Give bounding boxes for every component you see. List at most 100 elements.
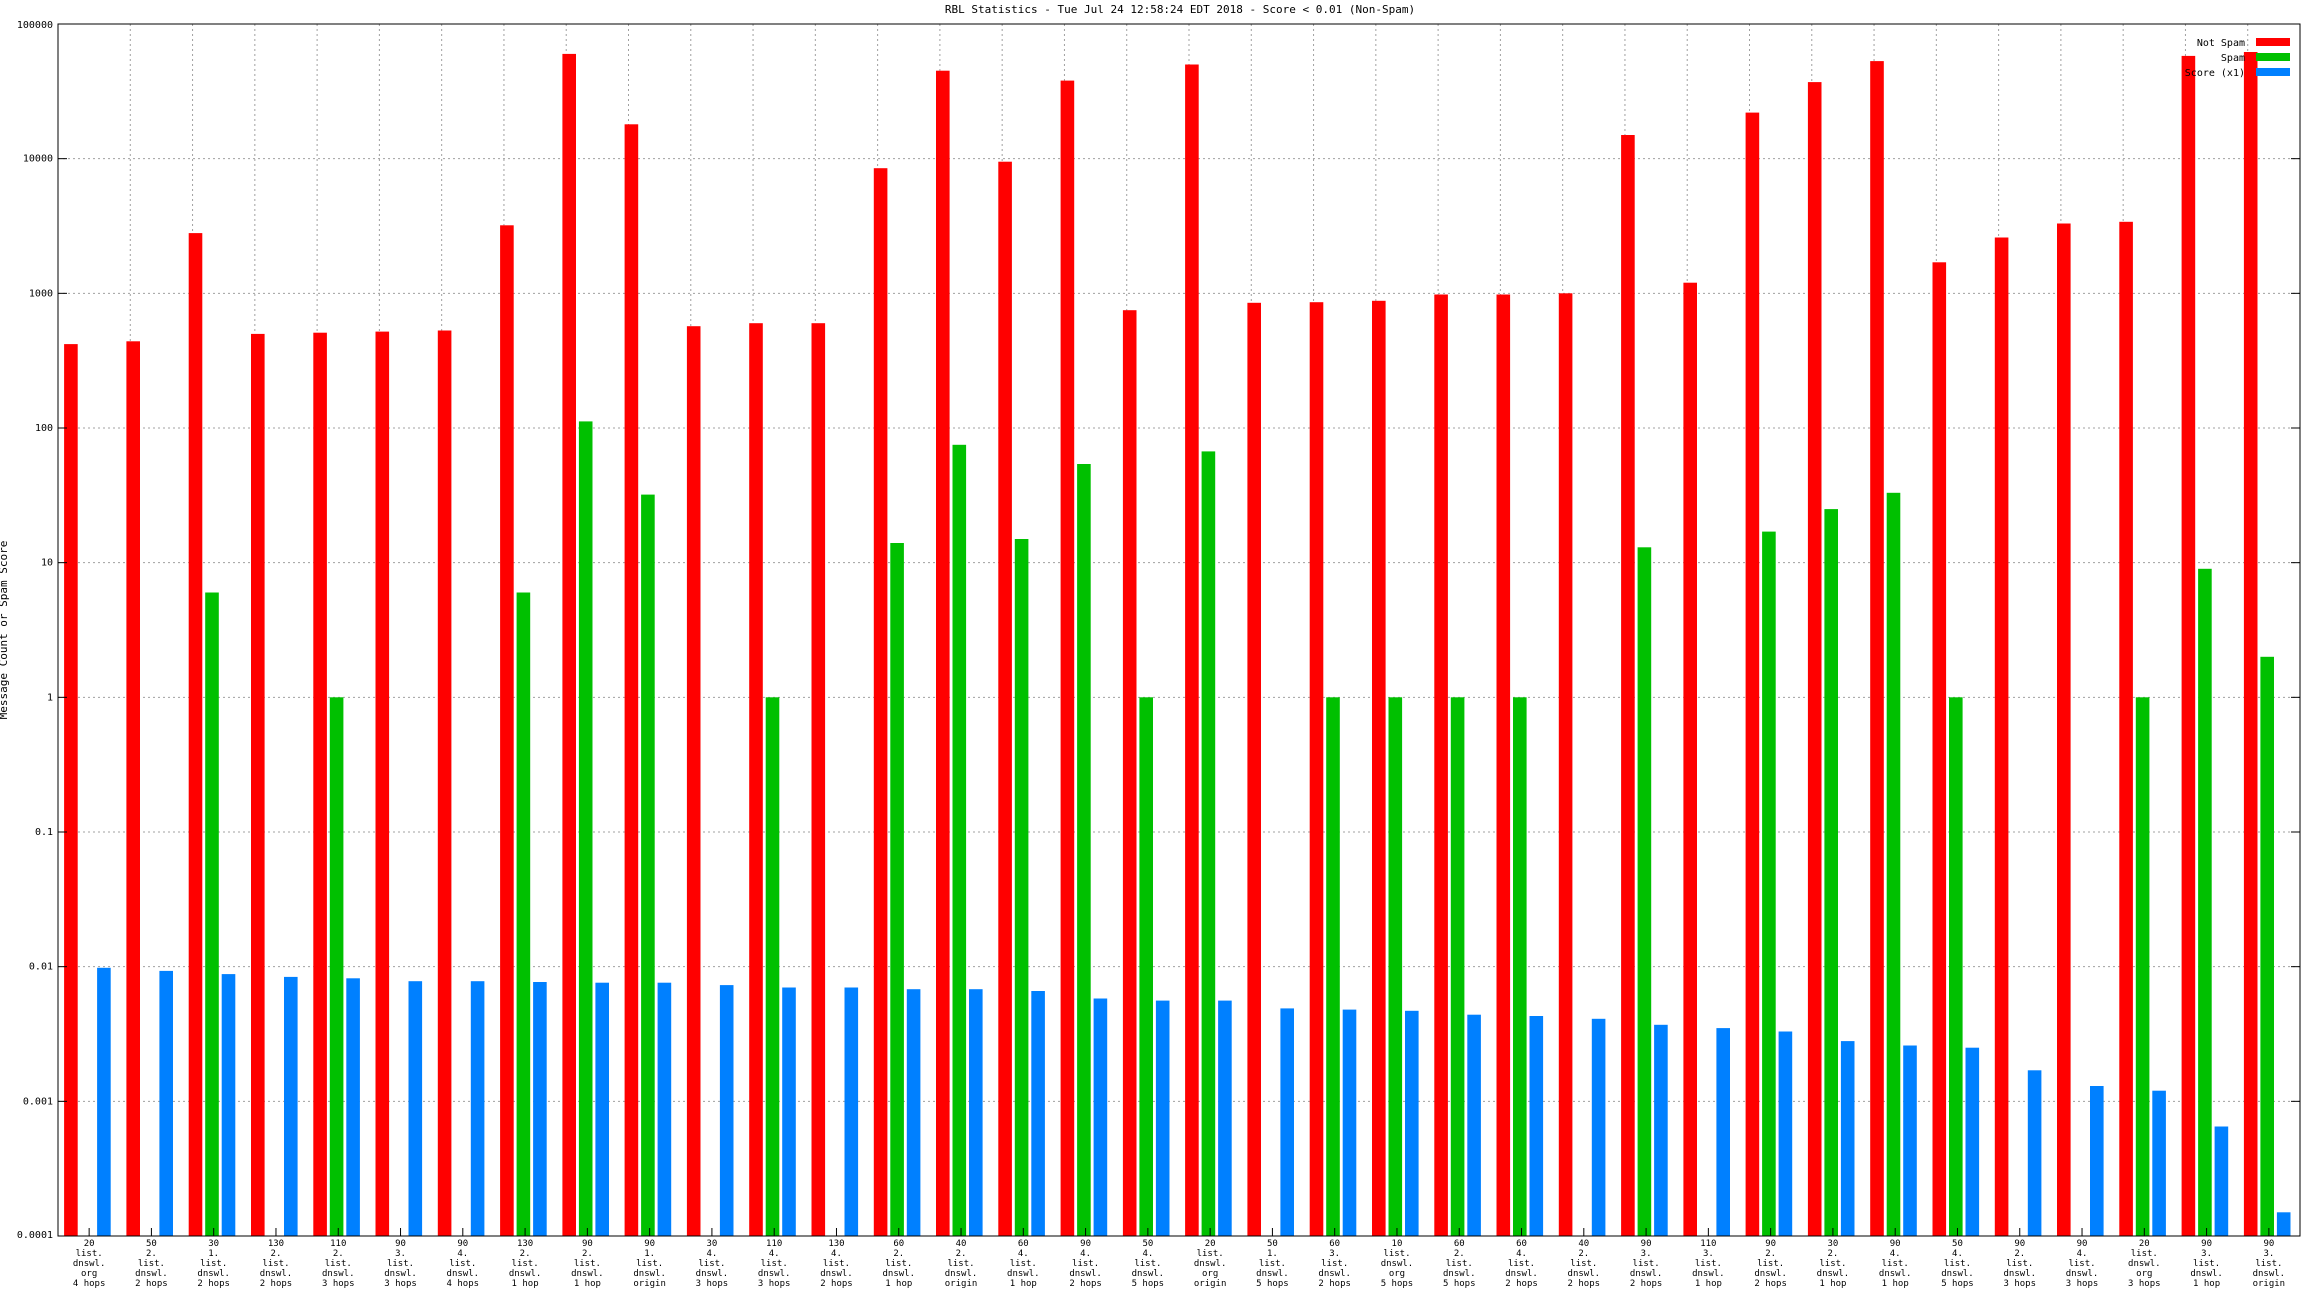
x-tick-label-line: list. bbox=[1819, 1259, 1846, 1269]
y-tick-label: 10 bbox=[41, 558, 53, 569]
bar-not-spam bbox=[873, 168, 888, 1237]
x-tick-label-line: 4. bbox=[2077, 1249, 2088, 1259]
x-tick-label-line: 2. bbox=[893, 1249, 904, 1259]
bar-score-x1 bbox=[284, 976, 298, 1236]
x-tick-label-line: 130 bbox=[517, 1239, 533, 1249]
plot-frame bbox=[57, 23, 2301, 1237]
bar-spam bbox=[890, 543, 904, 1236]
bar-score-x1 bbox=[97, 967, 111, 1236]
bar-score-x1 bbox=[221, 974, 236, 1236]
bar-not-spam bbox=[998, 161, 1012, 1237]
x-tick-label-line: 2 hops bbox=[1754, 1279, 1787, 1289]
x-tick-label-line: 2 hops bbox=[820, 1279, 853, 1289]
x-tick-label-line: 3 hops bbox=[2003, 1279, 2036, 1289]
x-tick-label-line: list. bbox=[262, 1259, 289, 1269]
x-tick-label-line: 4 hops bbox=[447, 1279, 480, 1289]
x-tick-label-line: dnswl. bbox=[882, 1269, 915, 1279]
x-tick-label-line: 2. bbox=[520, 1249, 531, 1259]
bar-spam bbox=[765, 697, 780, 1236]
x-tick-label-line: 2. bbox=[1454, 1249, 1465, 1259]
x-tick-label-line: list. bbox=[698, 1259, 725, 1269]
x-tick-label-line: 2. bbox=[333, 1249, 344, 1259]
bar-not-spam bbox=[2057, 223, 2071, 1236]
bar-score-x1 bbox=[969, 989, 983, 1236]
bar-score-x1 bbox=[719, 985, 734, 1236]
x-tick-label-line: 3. bbox=[2201, 1249, 2212, 1259]
x-tick-label-line: list. bbox=[1446, 1259, 1473, 1269]
bar-spam bbox=[2135, 697, 2150, 1236]
x-tick-label-line: list. bbox=[1695, 1259, 1722, 1269]
bar-score-x1 bbox=[408, 981, 423, 1236]
x-tick-label: 110 2. list. dnswl. 3 hops bbox=[322, 1239, 355, 1289]
bar-score-x1 bbox=[1218, 1000, 1232, 1236]
x-tick-label: 40 2. list. dnswl. origin bbox=[945, 1239, 978, 1289]
x-tick-label-line: 1 hop bbox=[574, 1279, 601, 1289]
bar-not-spam bbox=[1060, 80, 1075, 1237]
x-tick-label-line: 110 bbox=[766, 1239, 782, 1249]
y-tick-label: 100 bbox=[35, 423, 53, 434]
x-tick-label: 90 3. list. dnswl. 1 hop bbox=[2190, 1239, 2223, 1289]
x-tick-label-line: dnswl. bbox=[197, 1269, 230, 1279]
x-tick-label-line: 2. bbox=[956, 1249, 967, 1259]
x-tick-label-line: 50 bbox=[146, 1239, 157, 1249]
x-tick-label-line: origin bbox=[1194, 1279, 1227, 1289]
x-tick-label-line: dnswl. bbox=[1069, 1269, 1102, 1279]
x-tick-label-line: list. bbox=[1633, 1259, 1660, 1269]
bar-not-spam bbox=[624, 124, 639, 1236]
bar-spam bbox=[1450, 697, 1465, 1236]
bar-score-x1 bbox=[782, 987, 796, 1236]
x-tick-label: 30 4. list. dnswl. 3 hops bbox=[696, 1239, 729, 1289]
bar-spam bbox=[578, 421, 593, 1236]
bar-not-spam bbox=[2119, 221, 2133, 1237]
x-tick-label-line: 1 hop bbox=[1695, 1279, 1722, 1289]
x-tick-label-line: 1 hop bbox=[885, 1279, 912, 1289]
x-tick-label-line: list. bbox=[574, 1259, 601, 1269]
x-tick-label-line: 1 hop bbox=[1882, 1279, 1909, 1289]
x-tick-label: 130 2. list. dnswl. 2 hops bbox=[260, 1239, 293, 1289]
bar-spam bbox=[1513, 697, 1527, 1236]
x-tick-label-line: dnswl. bbox=[1879, 1269, 1912, 1279]
x-tick-label-line: list. bbox=[1259, 1259, 1286, 1269]
x-tick-label-line: dnswl. bbox=[1381, 1259, 1414, 1269]
bar-score-x1 bbox=[2276, 1212, 2291, 1236]
bar-score-x1 bbox=[657, 982, 672, 1236]
x-tick-label-line: 40 bbox=[1578, 1239, 1589, 1249]
x-tick-label-line: origin bbox=[945, 1279, 978, 1289]
x-tick-label-line: list. bbox=[1072, 1259, 1099, 1269]
bar-not-spam bbox=[1309, 302, 1324, 1236]
bar-not-spam bbox=[437, 330, 452, 1236]
x-tick-label-line: list. bbox=[2131, 1249, 2158, 1259]
x-tick-label-line: 60 bbox=[1454, 1239, 1465, 1249]
x-tick-label-line: dnswl. bbox=[696, 1269, 729, 1279]
x-tick-label-line: list. bbox=[2255, 1259, 2282, 1269]
bar-score-x1 bbox=[346, 978, 360, 1236]
bar-not-spam bbox=[1185, 64, 1199, 1236]
x-tick-label-line: 90 bbox=[457, 1239, 468, 1249]
x-tick-label-line: 3. bbox=[1703, 1249, 1714, 1259]
bar-score-x1 bbox=[470, 981, 485, 1236]
x-tick-label-line: dnswl. bbox=[260, 1269, 293, 1279]
x-tick-label: 110 4. list. dnswl. 3 hops bbox=[758, 1239, 791, 1289]
bar-spam bbox=[1886, 492, 1901, 1236]
bar-spam bbox=[1824, 509, 1838, 1237]
legend-label: Score (x1) bbox=[2185, 68, 2245, 79]
bar-spam bbox=[1388, 697, 1403, 1236]
x-tick-label-line: list. bbox=[1321, 1259, 1348, 1269]
x-tick-label-line: 90 bbox=[1765, 1239, 1776, 1249]
bar-not-spam bbox=[936, 70, 950, 1237]
x-tick-label-line: 2 hops bbox=[135, 1279, 168, 1289]
bar-spam bbox=[1326, 697, 1340, 1236]
x-tick-label: 50 1. list. dnswl. 5 hops bbox=[1256, 1239, 1289, 1289]
x-tick-label-line: list. bbox=[2068, 1259, 2095, 1269]
x-tick-label: 90 3. list. dnswl. 3 hops bbox=[384, 1239, 417, 1289]
legend-swatch bbox=[2256, 38, 2290, 46]
x-tick-label-line: list. bbox=[1944, 1259, 1971, 1269]
x-tick-label: 90 1. list. dnswl. origin bbox=[633, 1239, 666, 1289]
x-tick-label: 30 1. list. dnswl. 2 hops bbox=[197, 1239, 230, 1289]
x-tick-label-line: 90 bbox=[1641, 1239, 1652, 1249]
x-tick-label-line: 130 bbox=[268, 1239, 284, 1249]
bar-not-spam bbox=[64, 344, 78, 1237]
x-tick-label-line: 1 hop bbox=[1819, 1279, 1846, 1289]
x-tick-label-line: dnswl. bbox=[2190, 1269, 2223, 1279]
x-tick-label-line: list. bbox=[1882, 1259, 1909, 1269]
